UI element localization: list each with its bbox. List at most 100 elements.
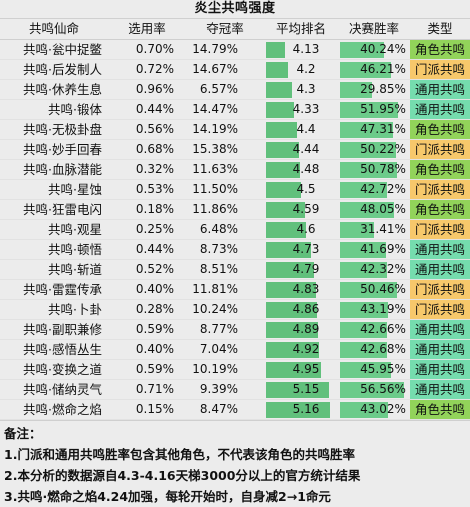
final-win-rate-cell: 41.69%: [338, 239, 410, 260]
final-win-rate-value: 50.78%: [360, 162, 406, 176]
table-row: 共鸣·顿悟 0.44% 8.73% 4.73 41.69% 通用共鸣: [0, 239, 470, 260]
final-win-rate-bar: [340, 162, 397, 178]
champion-rate: 9.39%: [186, 379, 264, 400]
average-rank-value: 5.16: [292, 402, 320, 416]
resonance-name: 共鸣·燃命之焰: [0, 399, 108, 420]
champion-rate: 11.81%: [186, 279, 264, 300]
table-row: 共鸣·观星 0.25% 6.48% 4.6 31.41% 门派共鸣: [0, 219, 470, 240]
average-rank-value: 5.15: [292, 382, 320, 396]
average-rank-cell: 4.2: [264, 59, 338, 80]
champion-rate: 6.57%: [186, 79, 264, 100]
final-win-rate-bar: [340, 42, 385, 58]
final-win-rate-value: 42.66%: [360, 322, 406, 336]
pick-rate: 0.71%: [108, 379, 186, 400]
resonance-name: 共鸣·雷霆传承: [0, 279, 108, 300]
table-row: 共鸣·储纳灵气 0.71% 9.39% 5.15 56.56% 通用共鸣: [0, 379, 470, 400]
champion-rate: 15.38%: [186, 139, 264, 160]
final-win-rate-value: 48.05%: [360, 202, 406, 216]
final-win-rate-bar: [340, 362, 392, 378]
resonance-name: 共鸣·观星: [0, 219, 108, 240]
final-win-rate-cell: 43.19%: [338, 299, 410, 320]
final-win-rate-bar: [340, 122, 393, 138]
final-win-rate-value: 31.41%: [360, 222, 406, 236]
champion-rate: 8.47%: [186, 399, 264, 420]
resonance-type-badge: 门派共鸣: [410, 279, 470, 300]
average-rank-cell: 4.95: [264, 359, 338, 380]
resonance-name: 共鸣·变换之道: [0, 359, 108, 380]
pick-rate: 0.56%: [108, 119, 186, 140]
notes-section: 备注： 1.门派和通用共鸣胜率包含其他角色，不代表该角色的共鸣胜率 2.本分析的…: [0, 420, 470, 507]
pick-rate: 0.96%: [108, 79, 186, 100]
final-win-rate-cell: 31.41%: [338, 219, 410, 240]
final-win-rate-cell: 50.46%: [338, 279, 410, 300]
average-rank-value: 4.73: [292, 242, 320, 256]
table-row: 共鸣·变换之道 0.59% 10.19% 4.95 45.95% 通用共鸣: [0, 359, 470, 380]
column-header-average-rank: 平均排名: [264, 19, 338, 40]
resonance-type-badge: 通用共鸣: [410, 259, 470, 280]
final-win-rate-bar: [340, 202, 394, 218]
pick-rate: 0.59%: [108, 359, 186, 380]
resonance-name: 共鸣·储纳灵气: [0, 379, 108, 400]
average-rank-bar: [266, 302, 317, 318]
resonance-type-badge: 通用共鸣: [410, 359, 470, 380]
table-row: 共鸣·雷霆传承 0.40% 11.81% 4.83 50.46% 门派共鸣: [0, 279, 470, 300]
note-item: 3.共鸣·燃命之焰4.24加强，每轮开始时，自身减2→1命元: [4, 489, 331, 504]
resonance-name: 共鸣·血脉潜能: [0, 159, 108, 180]
resonance-type-badge: 角色共鸣: [410, 399, 470, 420]
resonance-type-badge: 门派共鸣: [410, 59, 470, 80]
final-win-rate-cell: 51.95%: [338, 99, 410, 120]
champion-rate: 7.04%: [186, 339, 264, 360]
table-row: 共鸣·感悟丛生 0.40% 7.04% 4.92 42.68% 通用共鸣: [0, 339, 470, 360]
average-rank-bar: [266, 82, 293, 98]
average-rank-bar: [266, 362, 321, 378]
average-rank-value: 4.6: [296, 222, 316, 236]
champion-rate: 11.63%: [186, 159, 264, 180]
average-rank-cell: 4.44: [264, 139, 338, 160]
average-rank-cell: 4.83: [264, 279, 338, 300]
resonance-name: 共鸣·后发制人: [0, 59, 108, 80]
average-rank-value: 4.83: [292, 282, 320, 296]
pick-rate: 0.25%: [108, 219, 186, 240]
pick-rate: 0.40%: [108, 339, 186, 360]
pick-rate: 0.44%: [108, 239, 186, 260]
final-win-rate-cell: 45.95%: [338, 359, 410, 380]
resonance-name: 共鸣·狂雷电闪: [0, 199, 108, 220]
table-row: 共鸣·卜卦 0.28% 10.24% 4.86 43.19% 门派共鸣: [0, 299, 470, 320]
resonance-type-badge: 角色共鸣: [410, 159, 470, 180]
average-rank-cell: 4.4: [264, 119, 338, 140]
average-rank-cell: 4.3: [264, 79, 338, 100]
average-rank-value: 4.79: [292, 262, 320, 276]
pick-rate: 0.32%: [108, 159, 186, 180]
table-row: 共鸣·狂雷电闪 0.18% 11.86% 4.59 48.05% 角色共鸣: [0, 199, 470, 220]
resonance-name: 共鸣·副职兼修: [0, 319, 108, 340]
champion-rate: 14.67%: [186, 59, 264, 80]
champion-rate: 8.73%: [186, 239, 264, 260]
table-row: 共鸣·瓮中捉鳖 0.70% 14.79% 4.13 40.24% 角色共鸣: [0, 39, 470, 60]
final-win-rate-cell: 42.32%: [338, 259, 410, 280]
final-win-rate-bar: [340, 242, 387, 258]
final-win-rate-bar: [340, 182, 388, 198]
average-rank-value: 4.95: [292, 362, 320, 376]
average-rank-cell: 4.89: [264, 319, 338, 340]
final-win-rate-bar: [340, 302, 388, 318]
resonance-type-badge: 门派共鸣: [410, 219, 470, 240]
final-win-rate-cell: 29.85%: [338, 79, 410, 100]
resonance-name: 共鸣·卜卦: [0, 299, 108, 320]
table-row: 共鸣·燃命之焰 0.15% 8.47% 5.16 43.02% 角色共鸣: [0, 399, 470, 420]
final-win-rate-value: 40.24%: [360, 42, 406, 56]
average-rank-cell: 5.16: [264, 399, 338, 420]
final-win-rate-value: 43.02%: [360, 402, 406, 416]
final-win-rate-value: 56.56%: [360, 382, 406, 396]
average-rank-cell: 4.86: [264, 299, 338, 320]
resonance-type-badge: 角色共鸣: [410, 39, 470, 60]
pick-rate: 0.40%: [108, 279, 186, 300]
average-rank-value: 4.89: [292, 322, 320, 336]
final-win-rate-cell: 42.68%: [338, 339, 410, 360]
average-rank-cell: 4.5: [264, 179, 338, 200]
pick-rate: 0.28%: [108, 299, 186, 320]
resonance-name: 共鸣·顿悟: [0, 239, 108, 260]
final-win-rate-bar: [340, 322, 388, 338]
average-rank-value: 4.33: [292, 102, 320, 116]
table-row: 共鸣·锻体 0.44% 14.47% 4.33 51.95% 通用共鸣: [0, 99, 470, 120]
average-rank-cell: 4.48: [264, 159, 338, 180]
